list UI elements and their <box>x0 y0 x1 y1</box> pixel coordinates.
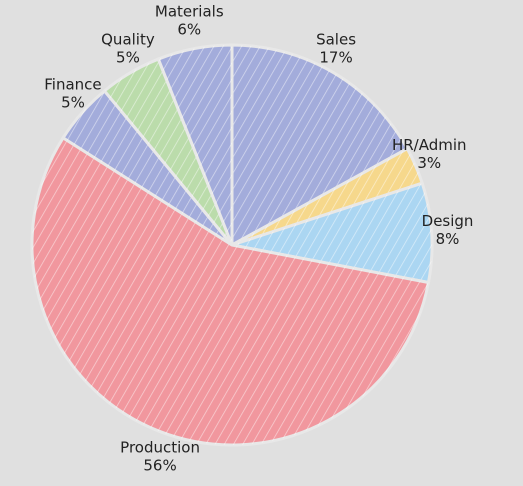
slice-label: Production <box>120 438 200 456</box>
slice-value-label: 5% <box>116 48 140 66</box>
slice-label: Finance <box>44 76 101 94</box>
slice-label: Design <box>422 212 474 230</box>
slice-label: Quality <box>101 30 155 48</box>
slice-value-label: 17% <box>319 48 352 66</box>
slice-value-label: 5% <box>61 94 85 112</box>
slice-value-label: 6% <box>177 21 201 39</box>
slice-value-label: 56% <box>143 456 176 474</box>
slice-value-label: 3% <box>417 154 441 172</box>
slice-label: HR/Admin <box>392 136 467 154</box>
slice-label: Sales <box>316 30 356 48</box>
slice-value-label: 8% <box>436 230 460 248</box>
slice-label: Materials <box>155 3 224 21</box>
